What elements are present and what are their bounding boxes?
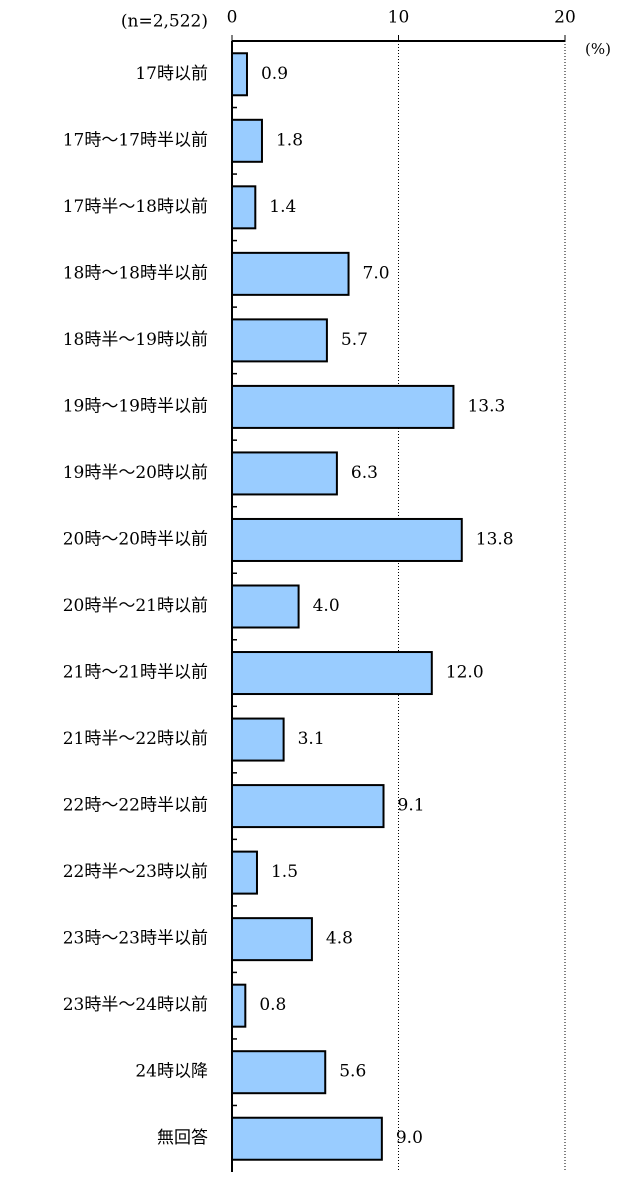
bar	[231, 651, 433, 696]
bar	[231, 917, 313, 962]
y-tick-label: 18時～18時半以前	[63, 263, 208, 283]
bar	[231, 52, 248, 97]
bar	[231, 517, 463, 562]
y-tick-label: 23時半～24時以前	[63, 995, 208, 1015]
value-label: 4.8	[326, 929, 353, 949]
value-label: 0.8	[259, 995, 286, 1015]
bar	[231, 717, 285, 762]
x-tick-label: 10	[388, 8, 410, 28]
sample-size: (n=2,522)	[121, 12, 208, 32]
y-tick-label: 22時半～23時以前	[63, 862, 208, 882]
y-tick-label: 22時～22時半以前	[63, 796, 208, 816]
value-label: 5.6	[339, 1062, 366, 1082]
value-label: 7.0	[363, 263, 390, 283]
unit-label: (%)	[585, 40, 611, 58]
y-tick-label: 24時以降	[135, 1062, 208, 1082]
bar	[231, 118, 263, 163]
value-label: 13.8	[476, 529, 514, 549]
bar	[231, 1116, 383, 1161]
x-tick-label: 20	[554, 8, 576, 28]
y-tick-label: 無回答	[157, 1128, 208, 1148]
value-label: 9.1	[398, 796, 425, 816]
bar	[231, 983, 247, 1028]
bar	[231, 318, 328, 363]
value-label: 12.0	[446, 663, 484, 683]
value-label: 1.8	[276, 130, 303, 150]
value-label: 0.9	[261, 64, 288, 84]
value-label: 1.4	[269, 197, 296, 217]
y-tick-label: 18時半～19時以前	[63, 330, 208, 350]
y-tick-label: 17時～17時半以前	[63, 130, 208, 150]
y-tick-label: 23時～23時半以前	[63, 929, 208, 949]
x-tick-label: 0	[227, 8, 238, 28]
value-label: 1.5	[271, 862, 298, 882]
y-tick-label: 19時半～20時以前	[63, 463, 208, 483]
bar	[231, 850, 258, 895]
y-tick-label: 21時～21時半以前	[63, 663, 208, 683]
bar	[231, 185, 257, 230]
y-tick-label: 20時半～21時以前	[63, 596, 208, 616]
bar	[231, 784, 385, 829]
bar	[231, 384, 455, 429]
value-label: 4.0	[313, 596, 340, 616]
value-label: 3.1	[298, 729, 325, 749]
value-label: 6.3	[351, 463, 378, 483]
value-label: 13.3	[467, 396, 505, 416]
y-tick-label: 19時～19時半以前	[63, 396, 208, 416]
value-label: 5.7	[341, 330, 368, 350]
y-tick-label: 17時以前	[135, 64, 208, 84]
y-tick-label: 20時～20時半以前	[63, 529, 208, 549]
y-tick-label: 17時半～18時以前	[63, 197, 208, 217]
bar	[231, 1050, 327, 1095]
bar	[231, 251, 350, 296]
bar	[231, 451, 338, 496]
value-label: 9.0	[396, 1128, 423, 1148]
bar	[231, 584, 300, 629]
y-tick-label: 21時半～22時以前	[63, 729, 208, 749]
